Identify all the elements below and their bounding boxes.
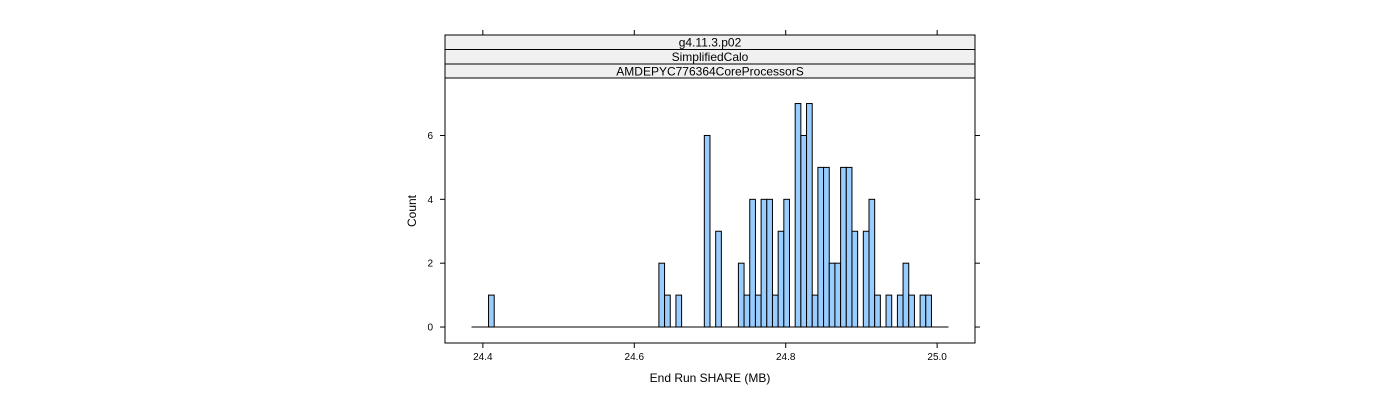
histogram-bar — [488, 294, 495, 328]
y-tick-label: 0 — [427, 323, 433, 334]
histogram-bar — [675, 294, 683, 328]
histogram-bar — [823, 166, 830, 328]
y-tick-label: 4 — [427, 195, 433, 206]
histogram-bar — [743, 294, 751, 328]
histogram-bar — [703, 134, 711, 328]
histogram-bar — [919, 294, 927, 328]
histogram-bar — [817, 166, 825, 328]
histogram-bar — [902, 262, 910, 328]
plot-panel — [444, 77, 976, 344]
x-tick-label: 25.0 — [927, 352, 947, 363]
histogram-bar — [845, 166, 853, 328]
histogram-bar — [811, 294, 819, 328]
histogram-bar — [800, 134, 808, 328]
histogram-bar — [794, 103, 802, 328]
x-tick-labels: 24.4 24.6 24.8 25.0 — [473, 352, 947, 363]
histogram-bar — [868, 198, 876, 328]
histogram-bar — [715, 230, 722, 328]
histogram-bar — [771, 294, 779, 328]
y-axis-label: Count — [405, 194, 419, 227]
histogram-bar — [806, 103, 813, 328]
histogram-bar — [851, 230, 859, 328]
histogram-bar — [828, 262, 836, 328]
x-tick-label: 24.4 — [473, 352, 493, 363]
histogram-bar — [749, 198, 756, 328]
histogram-bar — [925, 294, 932, 328]
histogram-bar — [664, 294, 671, 328]
x-tick-label: 24.8 — [776, 352, 796, 363]
strip-2-label: SimplifiedCalo — [672, 50, 749, 64]
histogram-bar — [885, 294, 893, 328]
y-tick-label: 2 — [427, 259, 433, 270]
x-axis-label: End Run SHARE (MB) — [650, 371, 771, 385]
histogram-bar — [834, 262, 842, 328]
histogram-bar — [862, 230, 870, 328]
histogram-bar — [658, 262, 666, 328]
histogram-bar — [754, 294, 762, 328]
histogram-bar — [766, 198, 773, 328]
x-tick-label: 24.6 — [625, 352, 645, 363]
axis-ticks — [440, 30, 980, 348]
strip-1-label: g4.11.3.p02 — [679, 36, 742, 50]
histogram-bar — [737, 262, 745, 328]
histogram-bar — [760, 198, 768, 328]
y-tick-labels: 0 2 4 6 — [427, 131, 433, 334]
histogram-bar — [777, 230, 785, 328]
histogram-bar — [908, 294, 915, 328]
histogram-bar — [874, 294, 881, 328]
strip-3-label: AMDEPYC776364CoreProcessorS — [616, 65, 803, 79]
strip-headers: g4.11.3.p02 SimplifiedCalo AMDEPYC776364… — [444, 34, 976, 79]
y-tick-label: 6 — [427, 131, 433, 142]
histogram-bar — [840, 166, 847, 328]
bars — [488, 103, 932, 328]
histogram-bar — [783, 198, 790, 328]
histogram-bar — [896, 294, 904, 328]
